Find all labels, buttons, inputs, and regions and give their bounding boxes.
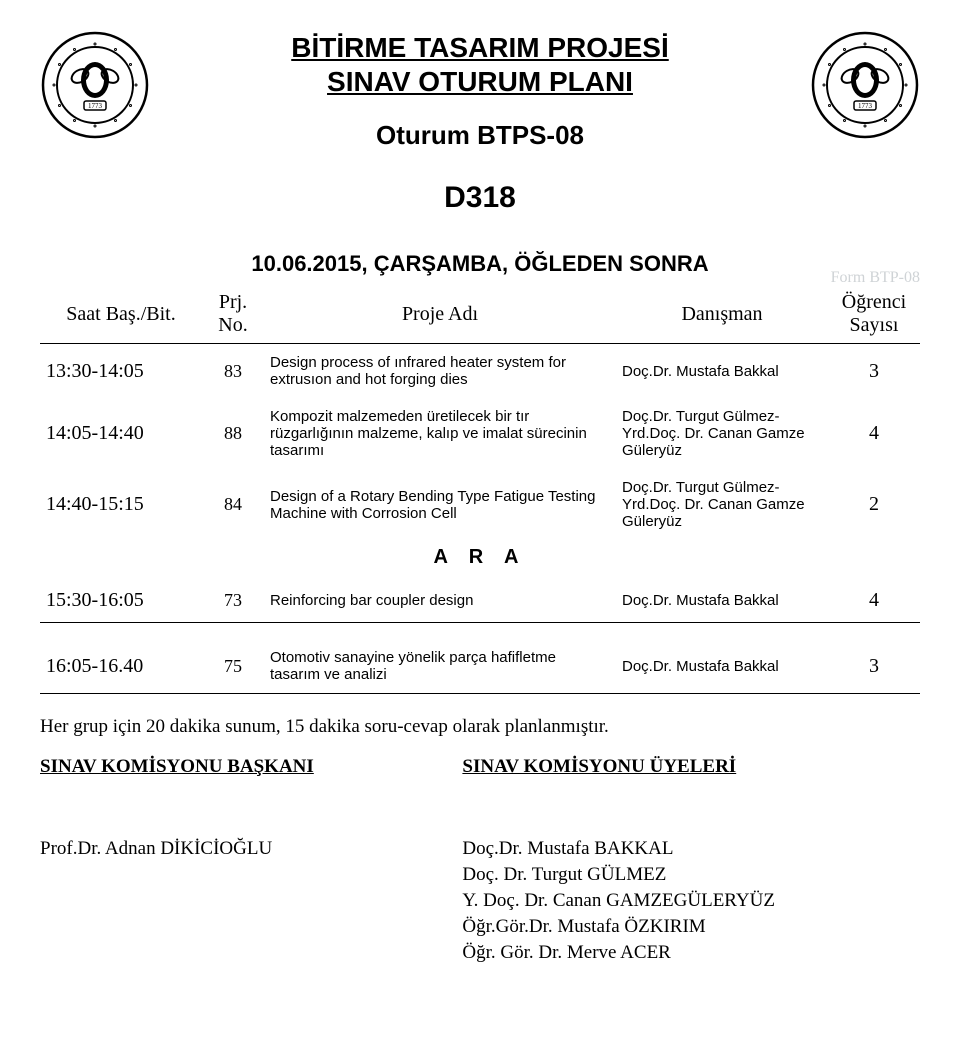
cell-time: 13:30-14:05 [40,344,202,399]
cell-count: 3 [828,344,920,399]
committee-member: Doç.Dr. Mustafa BAKKAL [462,838,775,860]
cell-advisor: Doç.Dr. Turgut Gülmez- Yrd.Doç. Dr. Cana… [616,398,828,469]
cell-project: Kompozit malzemeden üretilecek bir tır r… [264,398,616,469]
note-text: Her grup için 20 dakika sunum, 15 dakika… [40,716,920,738]
cell-advisor: Doç.Dr. Mustafa Bakkal [616,623,828,694]
committee-members-label: SINAV KOMİSYONU ÜYELERİ [462,756,736,778]
cell-no: 75 [202,623,264,694]
cell-project: Otomotiv sanayine yönelik parça hafiflet… [264,623,616,694]
committee-names: Prof.Dr. Adnan DİKİCİOĞLU Doç.Dr. Mustaf… [40,838,920,968]
cell-project: Design of a Rotary Bending Type Fatigue … [264,469,616,540]
committee-member: Öğr. Gör. Dr. Merve ACER [462,942,775,964]
col-advisor-header: Danışman [616,287,828,344]
cell-advisor: Doç.Dr. Mustafa Bakkal [616,344,828,399]
committee-labels: SINAV KOMİSYONU BAŞKANI SINAV KOMİSYONU … [40,756,920,778]
header-row: 1773 BİTİRME TASARIM PROJESİ SINAV OTURU… [40,30,920,215]
cell-no: 84 [202,469,264,540]
seal-year: 1773 [858,102,873,110]
col-count-header: Öğrenci Sayısı [828,287,920,344]
cell-time: 14:40-15:15 [40,469,202,540]
cell-no: 73 [202,579,264,623]
cell-count: 2 [828,469,920,540]
committee-members-list: Doç.Dr. Mustafa BAKKAL Doç. Dr. Turgut G… [462,838,775,968]
table-row: 15:30-16:05 73 Reinforcing bar coupler d… [40,579,920,623]
cell-count: 3 [828,623,920,694]
break-label: A R A [40,540,920,579]
seal-left: 1773 [40,30,150,140]
title-line-2: SINAV OTURUM PLANI [150,66,810,98]
table-row: 14:40-15:15 84 Design of a Rotary Bendin… [40,469,920,540]
room-line: D318 [150,181,810,215]
col-project-header: Proje Adı [264,287,616,344]
col-time-header: Saat Baş./Bit. [40,287,202,344]
cell-project: Design process of ınfrared heater system… [264,344,616,399]
title-line-1: BİTİRME TASARIM PROJESİ [150,32,810,64]
cell-count: 4 [828,579,920,623]
cell-count: 4 [828,398,920,469]
committee-member: Doç. Dr. Turgut GÜLMEZ [462,864,775,886]
cell-project: Reinforcing bar coupler design [264,579,616,623]
table-header-row: Saat Baş./Bit. Prj. No. Proje Adı Danışm… [40,287,920,344]
committee-head-label: SINAV KOMİSYONU BAŞKANI [40,756,462,778]
seal-year: 1773 [88,102,103,110]
seal-icon: 1773 [810,30,920,140]
schedule-table: Saat Baş./Bit. Prj. No. Proje Adı Danışm… [40,287,920,694]
col-no-header: Prj. No. [202,287,264,344]
seal-icon: 1773 [40,30,150,140]
session-line: Oturum BTPS-08 [150,120,810,151]
seal-right: 1773 [810,30,920,140]
table-row: 16:05-16.40 75 Otomotiv sanayine yönelik… [40,623,920,694]
table-row: 13:30-14:05 83 Design process of ınfrare… [40,344,920,399]
cell-time: 15:30-16:05 [40,579,202,623]
cell-no: 83 [202,344,264,399]
cell-advisor: Doç.Dr. Mustafa Bakkal [616,579,828,623]
cell-time: 14:05-14:40 [40,398,202,469]
cell-no: 88 [202,398,264,469]
committee-member: Öğr.Gör.Dr. Mustafa ÖZKIRIM [462,916,775,938]
title-block: BİTİRME TASARIM PROJESİ SINAV OTURUM PLA… [150,30,810,215]
break-row: A R A [40,540,920,579]
table-row: 14:05-14:40 88 Kompozit malzemeden üreti… [40,398,920,469]
cell-time: 16:05-16.40 [40,623,202,694]
committee-member: Y. Doç. Dr. Canan GAMZEGÜLERYÜZ [462,890,775,912]
committee-head-name: Prof.Dr. Adnan DİKİCİOĞLU [40,838,462,968]
cell-advisor: Doç.Dr. Turgut Gülmez- Yrd.Doç. Dr. Cana… [616,469,828,540]
